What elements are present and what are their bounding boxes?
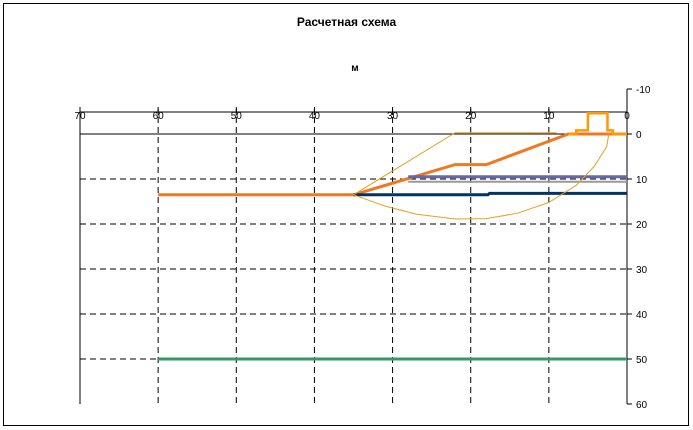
- y-tick-label: 20: [636, 220, 648, 231]
- x-tick-label: 50: [231, 111, 243, 122]
- x-tick-label: 40: [309, 111, 321, 122]
- series-ground-surface: [158, 132, 627, 197]
- series-bedrock-top: [353, 191, 627, 197]
- series-group: [158, 112, 627, 361]
- series-slip-surface-arc: [353, 133, 610, 220]
- y-tick-label: 40: [636, 310, 648, 321]
- chart-frame: [3, 3, 689, 426]
- x-tick-label: 0: [624, 111, 630, 122]
- y-tick-label: 0: [636, 130, 642, 141]
- series-structure: [568, 112, 627, 136]
- axes: [79, 88, 632, 405]
- y-tick-label: -10: [636, 85, 651, 96]
- series-slip-surface-chord: [353, 132, 557, 196]
- x-tick-label: 10: [543, 111, 555, 122]
- y-tick-label: 60: [636, 400, 648, 411]
- y-tick-label: 50: [636, 355, 648, 366]
- x-axis-label: м: [351, 63, 359, 74]
- chart-title: Расчетная схема: [296, 15, 397, 29]
- y-tick-label: 10: [636, 175, 648, 186]
- x-tick-label: 30: [387, 111, 399, 122]
- y-tick-label: 30: [636, 265, 648, 276]
- x-tick-label: 70: [74, 111, 86, 122]
- x-tick-label: 20: [465, 111, 477, 122]
- tick-labels: 70 60 50 40 30 20 10 0 -10 0 10 20 30 40 50 60: [74, 85, 650, 411]
- x-tick-label: 60: [153, 111, 165, 122]
